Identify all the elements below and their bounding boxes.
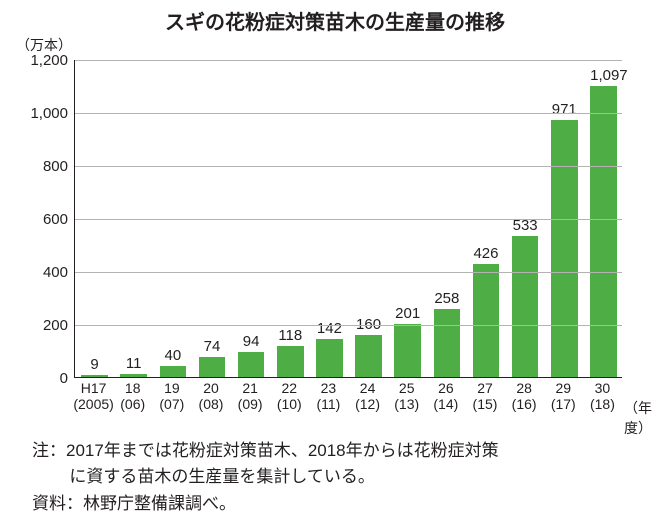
bar-value-label: 11: [120, 355, 147, 372]
source-text: 林野庁整備課調べ。: [83, 494, 236, 513]
x-tick-era: H17: [74, 380, 113, 396]
x-tick-era: 26: [426, 380, 465, 396]
grid-line: [75, 113, 622, 114]
chart-title: スギの花粉症対策苗木の生産量の推移: [0, 6, 670, 35]
x-tick-year: (07): [150, 396, 193, 412]
bar-value-label: 94: [238, 333, 265, 350]
x-tick-era: 28: [505, 380, 544, 396]
x-tick-year: (17): [542, 396, 585, 412]
grid-line: [75, 219, 622, 220]
y-tick-label: 800: [18, 158, 68, 175]
x-tick-year: (16): [503, 396, 546, 412]
x-tick-era: 27: [465, 380, 504, 396]
bar: 533: [512, 236, 539, 377]
bar: 1,097: [590, 86, 617, 377]
x-tick-era: 29: [544, 380, 583, 396]
x-tick-year: (18): [581, 396, 624, 412]
x-axis-unit: （年度）: [624, 398, 670, 438]
bar-value-label: 426: [473, 245, 500, 262]
x-tick-year: (15): [463, 396, 506, 412]
y-tick-label: 600: [18, 211, 68, 228]
x-tick-era: 25: [387, 380, 426, 396]
plot-area: 9 11 40 74 94 118 142 160 201 258 426 533 971 1,097: [74, 60, 622, 378]
x-tick-era: 20: [191, 380, 230, 396]
grid-line: [75, 272, 622, 273]
bar-value-label: 201: [394, 305, 421, 322]
bar-value-label: 40: [160, 347, 187, 364]
x-tick-era: 30: [583, 380, 622, 396]
bar: 40: [160, 366, 187, 377]
x-tick-era: 24: [348, 380, 387, 396]
x-tick-year: (10): [268, 396, 311, 412]
note-text-1: 2017年までは花粉症対策苗木、2018年からは花粉症対策: [66, 441, 499, 460]
bar: 9: [81, 375, 108, 377]
x-tick-year: (13): [385, 396, 428, 412]
bar-value-label: 258: [434, 290, 461, 307]
y-tick-label: 400: [18, 264, 68, 281]
bar-value-label: 142: [316, 320, 343, 337]
bar: 142: [316, 339, 343, 377]
bar: 94: [238, 352, 265, 377]
x-tick-era: 18: [113, 380, 152, 396]
y-tick-label: 1,200: [18, 52, 68, 69]
x-tick-year: (08): [189, 396, 232, 412]
bar: 74: [199, 357, 226, 377]
footnotes: 注：2017年までは花粉症対策苗木、2018年からは花粉症対策 に資する苗木の生…: [32, 438, 650, 517]
grid-line: [75, 166, 622, 167]
bar: 118: [277, 346, 304, 377]
x-tick-year: (06): [111, 396, 154, 412]
chart-container: { "chart": { "type": "bar", "title": "スギ…: [0, 0, 670, 523]
bar: 11: [120, 374, 147, 377]
x-tick-year: (11): [307, 396, 350, 412]
x-tick-era: 21: [231, 380, 270, 396]
y-tick-label: 1,000: [18, 105, 68, 122]
bar: 971: [551, 120, 578, 377]
source-line: 資料：林野庁整備課調べ。: [32, 491, 650, 517]
bar: 160: [355, 335, 382, 377]
bar-value-label: 118: [277, 327, 304, 344]
x-tick-year: (2005): [72, 396, 115, 412]
note-prefix: 注：: [32, 441, 66, 460]
note-line: 注：2017年までは花粉症対策苗木、2018年からは花粉症対策: [32, 438, 650, 464]
bar-value-label: 9: [81, 356, 108, 373]
x-tick-era: 19: [152, 380, 191, 396]
x-tick-year: (12): [346, 396, 389, 412]
note-line-2: に資する苗木の生産量を集計している。: [32, 464, 650, 490]
y-tick-label: 200: [18, 317, 68, 334]
x-tick-year: (14): [424, 396, 467, 412]
bar-value-label: 1,097: [590, 67, 617, 84]
grid-line: [75, 60, 622, 61]
bar-value-label: 74: [199, 338, 226, 355]
source-prefix: 資料：: [32, 494, 83, 513]
y-tick-label: 0: [18, 370, 68, 387]
x-tick-era: 22: [270, 380, 309, 396]
x-tick-era: 23: [309, 380, 348, 396]
bar: 426: [473, 264, 500, 377]
grid-line: [75, 325, 622, 326]
bar: 201: [394, 324, 421, 377]
bar-value-label: 971: [551, 101, 578, 118]
bar: 258: [434, 309, 461, 377]
x-tick-year: (09): [229, 396, 272, 412]
